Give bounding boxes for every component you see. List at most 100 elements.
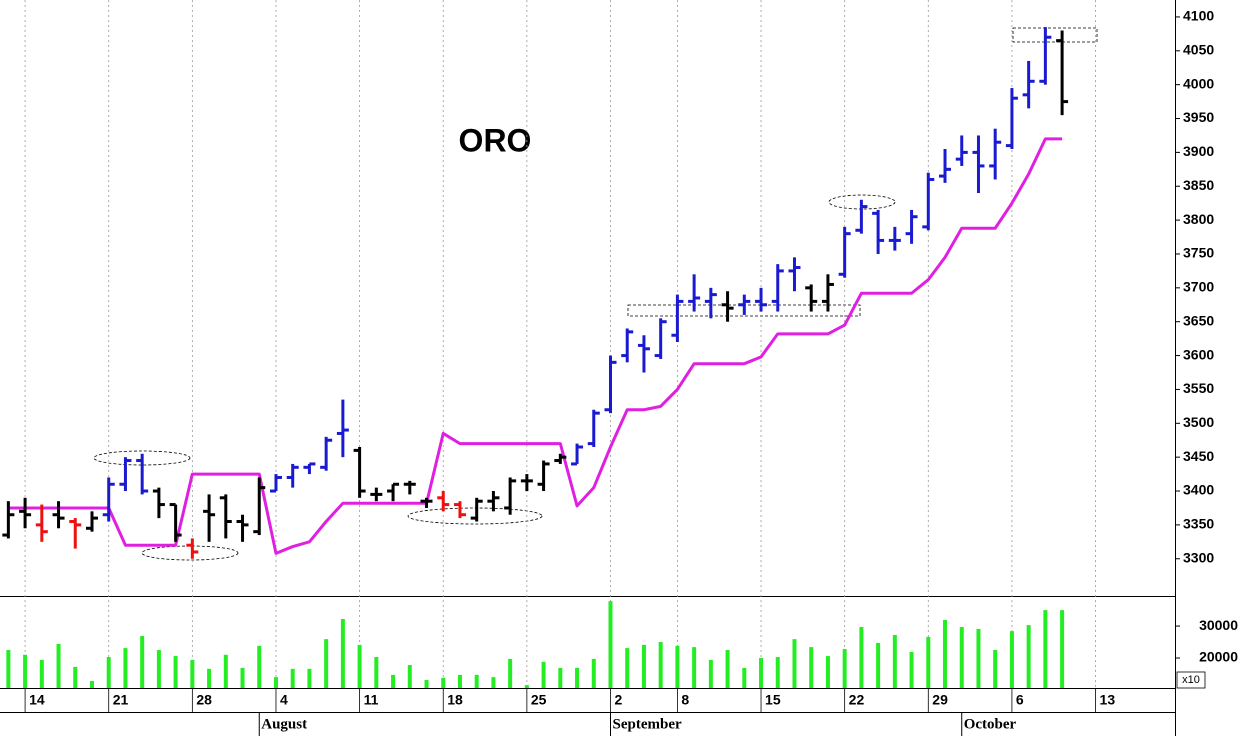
volume-bar (207, 668, 212, 688)
volume-bar (708, 659, 713, 688)
volume-bar (625, 648, 630, 688)
volume-bar (474, 674, 479, 688)
volume-bar (123, 648, 128, 688)
y-tick-label: 3600 (1183, 346, 1214, 362)
x-tick-label: 29 (932, 692, 948, 708)
volume-bar (943, 619, 948, 688)
volume-bar (240, 667, 245, 688)
multiplier-box (1176, 671, 1206, 689)
y-tick-label: 4050 (1183, 41, 1214, 57)
volume-bar (491, 677, 496, 688)
volume-bar (558, 667, 563, 688)
volume-bar (140, 635, 145, 688)
y-tick-label: 3700 (1183, 279, 1214, 295)
y-tick-label: 3650 (1183, 312, 1214, 328)
y-tick-label: 3850 (1183, 177, 1214, 193)
volume-bar (457, 674, 462, 688)
volume-bar (324, 639, 329, 688)
volume-bar (658, 642, 663, 688)
y-tick-label: 3400 (1183, 482, 1214, 498)
annotation-box (1012, 27, 1098, 43)
x-tick-label: 21 (113, 692, 129, 708)
volume-bar (809, 647, 814, 688)
volume-bar (508, 658, 513, 688)
volume-bar (926, 636, 931, 688)
volume-bar (842, 649, 847, 688)
x-tick-label: 11 (364, 692, 379, 708)
x-tick-label: 13 (1100, 692, 1116, 708)
y-tick-label: 3350 (1183, 516, 1214, 532)
y-tick-label: 3800 (1183, 211, 1214, 227)
volume-bar (591, 658, 596, 688)
y-tick-label: 3300 (1183, 549, 1214, 565)
x-tick-label: 25 (531, 692, 547, 708)
x-tick-label: 8 (681, 692, 689, 708)
volume-bar (959, 627, 964, 688)
volume-bar (441, 677, 446, 688)
volume-bar (1043, 610, 1048, 688)
volume-bar (424, 680, 429, 688)
volume-bar (759, 657, 764, 688)
y-tick-label: 3950 (1183, 109, 1214, 125)
annotation-ellipse (828, 194, 896, 210)
volume-bar (73, 666, 78, 688)
multiplier-label: x10 (1182, 674, 1200, 686)
month-label: October (964, 716, 1017, 732)
y-tick-label: 3550 (1183, 380, 1214, 396)
y-tick-label: 3900 (1183, 143, 1214, 159)
volume-bar (357, 644, 362, 688)
annotation-ellipse (141, 545, 239, 561)
volume-bar (859, 627, 864, 688)
y-tick-label: 4000 (1183, 75, 1214, 91)
y-tick-label: 30000 (1199, 617, 1238, 633)
annotation-ellipse (93, 450, 191, 466)
volume-bar (290, 668, 295, 688)
x-tick-label: 18 (447, 692, 463, 708)
volume-bar (1026, 625, 1031, 688)
x-tick-label: 4 (280, 692, 288, 708)
volume-bar (725, 650, 730, 688)
month-label: September (612, 716, 681, 732)
volume-bar (407, 665, 412, 688)
y-tick-label: 20000 (1199, 649, 1238, 665)
volume-bar (340, 619, 345, 688)
volume-bar (223, 654, 228, 688)
volume-bar (39, 659, 44, 688)
volume-bar (273, 677, 278, 688)
x-tick-label: 28 (196, 692, 212, 708)
volume-bar (307, 668, 312, 688)
volume-bar (909, 651, 914, 688)
x-tick-label: 14 (29, 692, 45, 708)
volume-bar (156, 650, 161, 688)
volume-bar (524, 685, 529, 688)
x-tick-label: 15 (765, 692, 781, 708)
volume-bar (541, 661, 546, 688)
volume-bar (775, 657, 780, 688)
volume-bar (876, 642, 881, 688)
y-tick-label: 3500 (1183, 414, 1214, 430)
volume-bar (374, 657, 379, 688)
x-tick-label: 2 (614, 692, 622, 708)
annotation-ellipse (407, 507, 543, 525)
y-tick-label: 4100 (1183, 8, 1214, 24)
volume-bar (1009, 631, 1014, 688)
y-tick-label: 3750 (1183, 245, 1214, 261)
y-tick-label: 3450 (1183, 448, 1214, 464)
volume-bar (692, 647, 697, 688)
volume-bar (6, 650, 11, 688)
volume-bar (742, 667, 747, 688)
volume-bar (106, 657, 111, 688)
volume-bar (257, 645, 262, 688)
volume-bar (825, 656, 830, 688)
volume-bar (190, 659, 195, 688)
volume-bar (993, 650, 998, 688)
x-tick-label: 6 (1016, 692, 1024, 708)
volume-bar (892, 634, 897, 688)
volume-bar (675, 645, 680, 688)
volume-bar (56, 643, 61, 688)
month-label: August (261, 716, 307, 732)
chart-title: ORO (459, 122, 532, 158)
volume-bar (575, 667, 580, 688)
volume-bar (1060, 610, 1065, 688)
